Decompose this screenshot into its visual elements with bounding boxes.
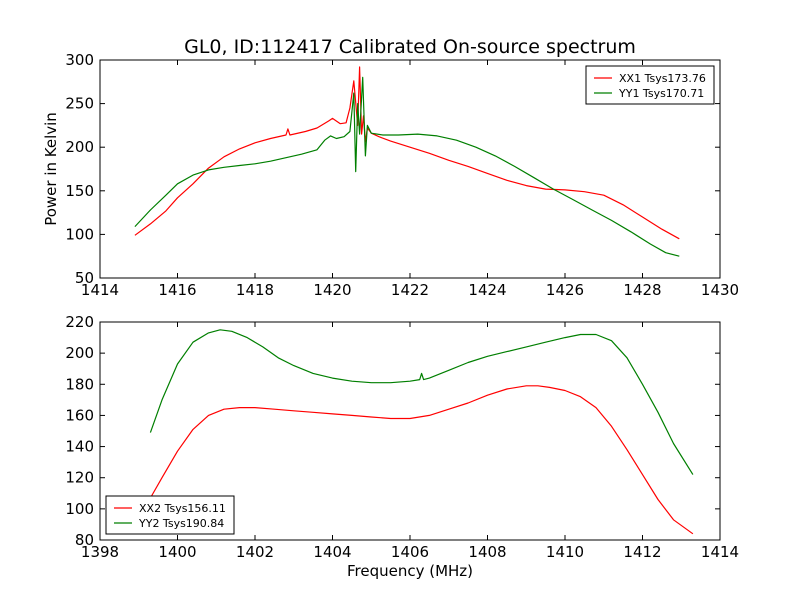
y-tick-label: 220 [65, 313, 94, 331]
x-axis-label: Frequency (MHz) [347, 562, 473, 580]
x-tick-label: 1422 [391, 281, 429, 299]
x-tick-label: 1412 [623, 543, 661, 561]
x-tick-label: 1400 [158, 543, 196, 561]
legend-label: XX1 Tsys173.76 [619, 72, 706, 85]
y-tick-label: 300 [65, 51, 94, 69]
y-tick-label: 200 [65, 138, 94, 156]
x-tick-label: 1424 [468, 281, 506, 299]
series-line-1-1 [134, 66, 680, 240]
x-tick-label: 1414 [701, 543, 739, 561]
x-tick-label: 1420 [313, 281, 351, 299]
y-tick-label: 250 [65, 95, 94, 113]
series-line-2-2 [149, 329, 694, 475]
legend-2: XX2 Tsys156.11 YY2 Tsys190.84 [105, 495, 235, 535]
y-tick-label: 140 [65, 438, 94, 456]
x-tick-label: 1408 [468, 543, 506, 561]
y-tick-label: 100 [65, 225, 94, 243]
series-line-2-1 [149, 385, 694, 535]
y-tick-label: 160 [65, 406, 94, 424]
x-tick-label: 1414 [81, 281, 119, 299]
y-tick-label: 180 [65, 375, 94, 393]
chart-title: GL0, ID:112417 Calibrated On-source spec… [184, 36, 636, 58]
legend-label: YY1 Tsys170.71 [618, 87, 704, 100]
legend-1: XX1 Tsys173.76 YY1 Tsys170.71 [585, 65, 715, 105]
legend-label: XX2 Tsys156.11 [139, 502, 226, 515]
x-tick-label: 1426 [546, 281, 584, 299]
y-tick-label: 120 [65, 469, 94, 487]
x-tick-label: 1428 [623, 281, 661, 299]
bottom-spectrum-plot: 1398 1400 1402 1404 1406 1408 1410 1412 1414 80 10… [65, 313, 739, 580]
x-tick-label: 1430 [701, 281, 739, 299]
x-tick-label: 1404 [313, 543, 351, 561]
y-tick-label: 200 [65, 344, 94, 362]
x-tick-label: 1418 [236, 281, 274, 299]
legend-box [105, 495, 235, 535]
x-tick-label: 1402 [236, 543, 274, 561]
y-tick-label: 50 [75, 269, 94, 287]
x-tick-label: 1398 [81, 543, 119, 561]
y-tick-label: 80 [75, 531, 94, 549]
y-tick-label: 100 [65, 500, 94, 518]
x-tick-label: 1416 [158, 281, 196, 299]
y-tick-label: 150 [65, 182, 94, 200]
x-tick-label: 1406 [391, 543, 429, 561]
legend-box [585, 65, 715, 105]
series-line-1-2 [134, 76, 680, 257]
legend-label: YY2 Tsys190.84 [138, 517, 224, 530]
y-axis-label: Power in Kelvin [42, 112, 60, 226]
x-tick-label: 1410 [546, 543, 584, 561]
top-spectrum-plot: 1414 1416 1418 1420 1422 1424 1426 1428 1430 50 10… [42, 51, 739, 299]
